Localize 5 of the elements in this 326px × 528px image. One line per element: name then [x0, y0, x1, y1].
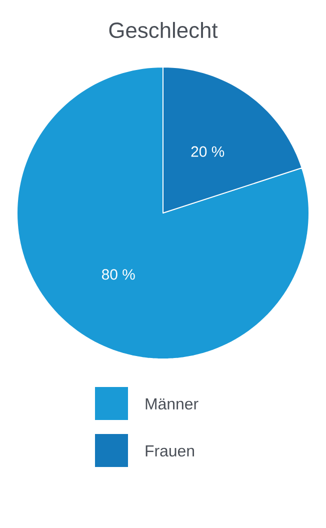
legend-label: Männer: [146, 398, 198, 410]
legend-label: Frauen: [146, 445, 194, 457]
chart-title: Geschlecht: [109, 22, 218, 38]
data-label: 80 %: [102, 269, 135, 280]
data-label: 20 %: [191, 146, 224, 157]
